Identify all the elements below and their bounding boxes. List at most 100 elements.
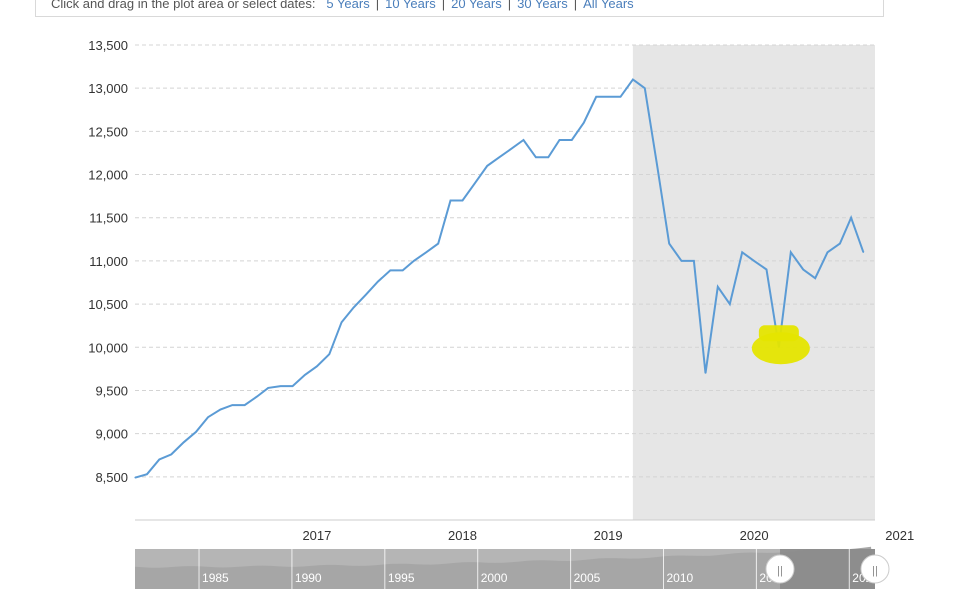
data-point [717, 286, 719, 288]
handle-knob[interactable] [860, 554, 890, 584]
navigator-year-label: 2005 [574, 571, 601, 585]
data-point [437, 243, 439, 245]
range-10-years-link[interactable]: 10 Years [385, 0, 436, 11]
data-point [353, 306, 355, 309]
y-tick-label: 10,000 [88, 340, 128, 355]
data-point [231, 404, 233, 406]
data-point [595, 96, 597, 98]
y-tick-label: 8,500 [95, 470, 128, 485]
data-point [304, 374, 306, 376]
data-point [607, 96, 609, 98]
data-point [729, 303, 731, 305]
navigator-left-handle[interactable]: || [765, 554, 795, 584]
range-separator: | [507, 0, 512, 11]
navigator-year-label: 1990 [295, 571, 322, 585]
data-point [558, 139, 561, 141]
data-point [449, 199, 452, 202]
y-tick-label: 12,000 [88, 168, 128, 183]
range-separator: | [573, 0, 578, 11]
navigator-year-label: 1985 [202, 571, 229, 585]
data-point [195, 431, 197, 433]
data-point [377, 281, 379, 283]
navigator-selected-range[interactable] [780, 549, 875, 589]
x-tick-label: 2020 [740, 528, 769, 543]
data-point [619, 96, 622, 98]
data-point [328, 353, 330, 355]
data-point [244, 404, 246, 406]
data-point [402, 269, 404, 272]
data-point [389, 269, 391, 272]
data-point [291, 385, 294, 387]
navigator-year-label: 2000 [481, 571, 508, 585]
data-point [134, 477, 136, 479]
navigator-year-label: 1995 [388, 571, 415, 585]
handle-grip-icon: || [777, 565, 783, 577]
series-points [134, 78, 865, 479]
data-point [693, 260, 695, 262]
data-point [790, 251, 792, 253]
data-point [535, 156, 537, 158]
data-point [510, 148, 513, 150]
y-axis-ticks: 8,500 9,000 9,500 10,000 10,500 11,000 11,500 1… [88, 38, 128, 485]
data-point [680, 260, 683, 262]
data-point [183, 441, 185, 443]
range-separator: | [441, 0, 446, 11]
navigator[interactable]: 19851990199520002005201020152020 || || [135, 546, 890, 589]
data-point [365, 293, 367, 296]
y-tick-label: 10,500 [88, 297, 128, 312]
data-point [341, 321, 343, 323]
data-point [146, 473, 148, 475]
data-point [207, 416, 209, 418]
data-point [316, 365, 318, 367]
data-point [583, 122, 585, 124]
data-point [158, 458, 160, 461]
data-point [413, 260, 415, 262]
handle-grip-icon: || [872, 565, 878, 577]
range-5-years-link[interactable]: 5 Years [326, 0, 370, 11]
data-point [219, 408, 221, 411]
data-point [704, 372, 707, 374]
data-point [741, 251, 743, 253]
range-prompt: Click and drag in the plot area or selec… [51, 0, 316, 11]
data-point [547, 156, 549, 158]
navigator-right-handle[interactable]: || [860, 554, 890, 584]
data-point [839, 243, 841, 245]
data-point [571, 139, 573, 141]
data-point [267, 387, 269, 389]
y-tick-label: 13,500 [88, 38, 128, 53]
recession-shaded-band [632, 45, 875, 520]
data-point [632, 78, 634, 81]
x-axis-ticks: 2017 2018 2019 2020 2021 [302, 528, 914, 543]
data-point [498, 156, 500, 158]
x-tick-label: 2019 [594, 528, 623, 543]
data-point [474, 182, 476, 184]
range-30-years-link[interactable]: 30 Years [517, 0, 568, 11]
data-point [425, 251, 427, 253]
data-point [850, 217, 852, 219]
data-point [826, 251, 829, 253]
data-point [765, 268, 768, 271]
data-point [280, 385, 282, 387]
y-tick-label: 13,000 [88, 81, 128, 96]
data-point [814, 277, 816, 279]
x-tick-label: 2017 [302, 528, 331, 543]
y-tick-label: 11,000 [89, 254, 128, 269]
data-point [753, 260, 755, 262]
range-20-years-link[interactable]: 20 Years [451, 0, 502, 11]
range-all-years-link[interactable]: All Years [583, 0, 634, 11]
data-point [656, 165, 658, 167]
data-point [802, 268, 804, 271]
data-point [522, 139, 525, 141]
data-point [256, 395, 258, 398]
handle-knob[interactable] [765, 554, 795, 584]
y-tick-label: 11,500 [89, 211, 128, 226]
y-tick-label: 9,500 [95, 383, 128, 398]
data-point [668, 243, 670, 245]
data-point [644, 87, 646, 89]
x-tick-label: 2018 [448, 528, 477, 543]
data-point [461, 199, 464, 202]
navigator-series-area [135, 546, 875, 589]
y-grid-lines [135, 44, 875, 478]
data-point [170, 453, 172, 455]
